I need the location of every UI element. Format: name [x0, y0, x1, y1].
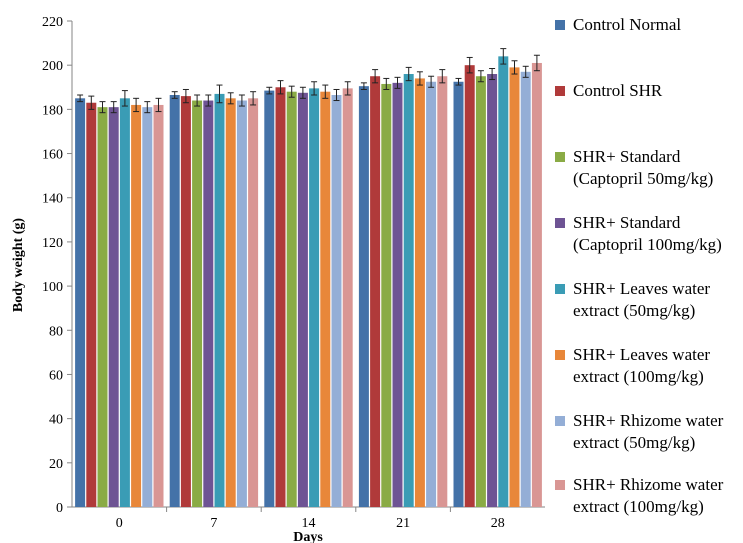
x-axis-title: Days — [293, 530, 323, 543]
y-tick-label: 220 — [42, 15, 63, 30]
bar — [192, 100, 203, 507]
legend-swatch — [555, 152, 565, 162]
bar — [509, 67, 520, 508]
bar — [403, 74, 414, 507]
bar — [236, 100, 247, 507]
legend-label: SHR+ Rhizome water extract (50mg/kg) — [573, 411, 724, 452]
y-tick-label: 20 — [49, 457, 63, 472]
legend-label: SHR+ Standard (Captopril 100mg/kg) — [573, 213, 722, 254]
bar — [180, 96, 191, 507]
bar — [297, 92, 308, 507]
bar — [203, 100, 214, 507]
bar — [437, 76, 448, 508]
bar — [75, 98, 86, 508]
x-tick-label: 28 — [491, 516, 505, 531]
legend-swatch — [555, 284, 565, 294]
x-ticks: 0 7 14 21 28 — [116, 507, 505, 531]
y-tick-label: 80 — [49, 324, 63, 339]
bar — [426, 81, 437, 507]
bar — [153, 104, 164, 507]
y-tick-label: 100 — [42, 280, 63, 295]
bar — [464, 65, 475, 507]
bar — [169, 95, 180, 507]
y-tick-label: 120 — [42, 236, 63, 251]
bar — [320, 91, 331, 507]
legend-label: SHR+ Standard (Captopril 50mg/kg) — [573, 147, 714, 188]
y-tick-label: 40 — [49, 413, 63, 428]
x-tick-label: 21 — [396, 516, 410, 531]
legend-swatch — [555, 350, 565, 360]
legend-swatch — [555, 480, 565, 490]
legend-label: SHR+ Leaves water extract (50mg/kg) — [573, 279, 711, 320]
legend-swatch — [555, 416, 565, 426]
bar — [131, 104, 142, 507]
bar — [342, 88, 353, 508]
bar — [531, 62, 542, 508]
bar — [108, 107, 119, 508]
bar — [286, 91, 297, 507]
bar — [97, 107, 108, 508]
bar — [214, 93, 225, 508]
y-axis-title: Body weight (g) — [11, 218, 26, 312]
y-ticks: 0 20 40 60 80 100 120 140 160 180 200 220 — [42, 15, 72, 516]
bar — [248, 98, 259, 508]
legend-label: Control SHR — [573, 81, 663, 100]
bar — [119, 98, 130, 508]
bar — [264, 90, 275, 507]
y-tick-label: 140 — [42, 192, 63, 207]
bar — [225, 98, 236, 508]
bar — [358, 86, 369, 507]
bar — [381, 83, 392, 507]
bar — [453, 81, 464, 507]
y-tick-label: 180 — [42, 103, 63, 118]
bar — [86, 102, 97, 508]
bars — [75, 56, 542, 508]
y-tick-label: 160 — [42, 148, 63, 163]
error-bars — [77, 48, 540, 114]
bar — [331, 95, 342, 507]
bar — [414, 78, 425, 507]
x-tick-label: 7 — [210, 516, 217, 531]
bar — [498, 56, 509, 507]
bar — [392, 82, 403, 507]
bar — [370, 76, 381, 508]
legend-swatch — [555, 218, 565, 228]
bar — [275, 87, 286, 507]
bar — [520, 71, 531, 508]
legend-label: SHR+ Rhizome water extract (100mg/kg) — [573, 475, 724, 516]
y-tick-label: 200 — [42, 59, 63, 74]
x-tick-label: 14 — [302, 516, 316, 531]
bar — [475, 76, 486, 508]
bar — [487, 74, 498, 507]
x-tick-label: 0 — [116, 516, 123, 531]
legend-swatch — [555, 20, 565, 30]
bar — [142, 107, 153, 508]
y-tick-label: 0 — [56, 501, 63, 516]
legend-label: SHR+ Leaves water extract (100mg/kg) — [573, 345, 711, 386]
legend-swatch — [555, 86, 565, 96]
bar — [309, 88, 320, 508]
y-tick-label: 60 — [49, 368, 63, 383]
legend-label: Control Normal — [573, 15, 682, 34]
